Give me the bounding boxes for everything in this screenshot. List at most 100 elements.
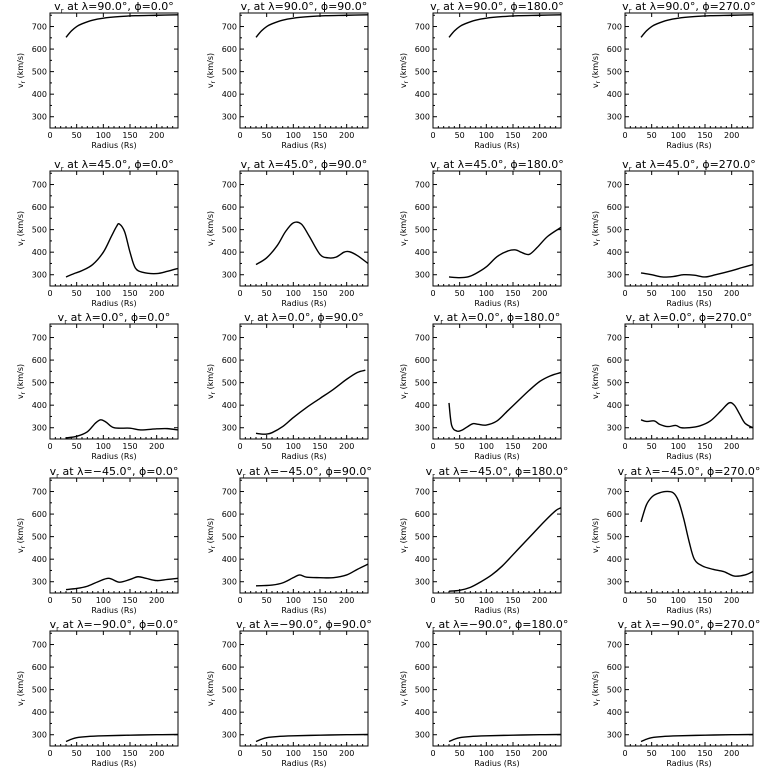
panel-19: vr at λ=−90.0°, ϕ=270.0° 0 50 100 150 200 300 4… [591,618,760,768]
x-tick-label: 50 [262,131,272,140]
y-tick-label: 700 [32,23,47,32]
y-tick-label: 600 [607,45,622,54]
y-tick-label: 600 [222,663,237,672]
y-tick-label: 600 [415,203,430,212]
y-tick-label: 500 [32,686,47,695]
x-tick-label: 50 [72,749,82,758]
x-tick-label: 150 [312,131,327,140]
y-tick-label: 400 [607,401,622,410]
x-axis-label: Radius (Rs) [91,759,136,768]
panel-title: vr at λ=−90.0°, ϕ=180.0° [426,618,569,633]
x-tick-label: 50 [72,596,82,605]
x-tick-label: 100 [671,131,686,140]
x-tick-label: 200 [339,289,354,298]
y-tick-label: 300 [222,113,237,122]
y-tick-label: 400 [222,708,237,717]
panel-11: vr at λ=0.0°, ϕ=270.0° 0 50 100 150 200 300 400… [591,311,754,461]
y-tick-label: 600 [32,45,47,54]
panel-8: vr at λ=0.0°, ϕ=0.0° 0 50 100 150 200 300 400 50… [16,311,179,461]
plot-frame [432,12,562,129]
plot-frame [624,630,754,747]
y-tick-label: 300 [222,271,237,280]
series-line [448,226,562,279]
y-axis-label: vr (km/s) [16,211,27,246]
panel-5: vr at λ=45.0°, ϕ=90.0° 0 50 100 150 200 300 400… [206,158,369,308]
x-tick-label: 100 [671,596,686,605]
x-tick-label: 150 [122,131,137,140]
y-tick-label: 300 [32,731,47,740]
x-tick-label: 0 [237,289,242,298]
y-axis-label: vr (km/s) [591,364,602,399]
y-axis-label: vr (km/s) [16,364,27,399]
panel-title: vr at λ=0.0°, ϕ=270.0° [626,311,753,326]
x-tick-label: 0 [47,131,52,140]
y-axis-label: vr (km/s) [399,518,410,553]
x-tick-label: 0 [622,596,627,605]
y-tick-label: 600 [415,356,430,365]
x-axis-label: Radius (Rs) [474,299,519,308]
plot-frame [239,323,369,440]
x-tick-label: 150 [122,289,137,298]
y-tick-label: 700 [32,181,47,190]
panel-title: vr at λ=0.0°, ϕ=180.0° [434,311,561,326]
y-axis-label: vr (km/s) [399,211,410,246]
y-tick-label: 300 [415,424,430,433]
y-tick-label: 400 [32,708,47,717]
y-tick-label: 300 [607,731,622,740]
x-tick-label: 100 [286,442,301,451]
x-tick-label: 0 [622,131,627,140]
series-line [448,733,562,743]
x-tick-label: 0 [237,131,242,140]
x-axis-label: Radius (Rs) [281,452,326,461]
y-tick-label: 300 [415,113,430,122]
y-axis-label: vr (km/s) [206,671,217,706]
y-tick-label: 500 [222,226,237,235]
y-tick-label: 500 [415,226,430,235]
x-tick-label: 50 [72,131,82,140]
x-tick-label: 200 [149,596,164,605]
y-tick-label: 600 [222,356,237,365]
x-tick-label: 50 [262,596,272,605]
series-line [640,490,754,577]
x-tick-label: 50 [647,442,657,451]
y-axis-label: vr (km/s) [206,53,217,88]
series-line [65,14,179,38]
panel-title: vr at λ=−45.0°, ϕ=270.0° [618,465,761,480]
panel-title: vr at λ=−45.0°, ϕ=90.0° [236,465,372,480]
y-axis-label: vr (km/s) [399,364,410,399]
y-tick-label: 500 [222,68,237,77]
x-axis-label: Radius (Rs) [474,759,519,768]
y-tick-label: 300 [607,271,622,280]
y-axis-label: vr (km/s) [16,671,27,706]
y-tick-label: 400 [32,401,47,410]
y-tick-label: 600 [607,356,622,365]
panel-title: vr at λ=45.0°, ϕ=90.0° [241,158,368,173]
x-tick-label: 0 [47,289,52,298]
panel-15: vr at λ=−45.0°, ϕ=270.0° 0 50 100 150 200 300 4… [591,465,760,615]
y-tick-label: 400 [607,555,622,564]
x-tick-label: 0 [47,749,52,758]
y-tick-label: 500 [32,226,47,235]
y-tick-label: 600 [32,356,47,365]
x-tick-label: 150 [697,442,712,451]
plot-frame [49,12,179,129]
y-tick-label: 700 [607,181,622,190]
plot-frame [49,630,179,747]
series-line [640,401,754,429]
y-tick-label: 700 [32,488,47,497]
y-tick-label: 400 [415,555,430,564]
plot-frame [49,477,179,594]
y-tick-label: 700 [415,181,430,190]
x-tick-label: 0 [430,749,435,758]
panel-title: vr at λ=−90.0°, ϕ=0.0° [50,618,179,633]
series-line [255,369,366,435]
panel-12: vr at λ=−45.0°, ϕ=0.0° 0 50 100 150 200 300 400… [16,465,179,615]
plot-frame [624,12,754,129]
x-tick-label: 0 [237,442,242,451]
y-tick-label: 700 [222,181,237,190]
x-tick-label: 150 [505,442,520,451]
x-tick-label: 50 [455,749,465,758]
series-line [448,14,562,38]
y-tick-label: 300 [32,578,47,587]
x-tick-label: 100 [96,442,111,451]
